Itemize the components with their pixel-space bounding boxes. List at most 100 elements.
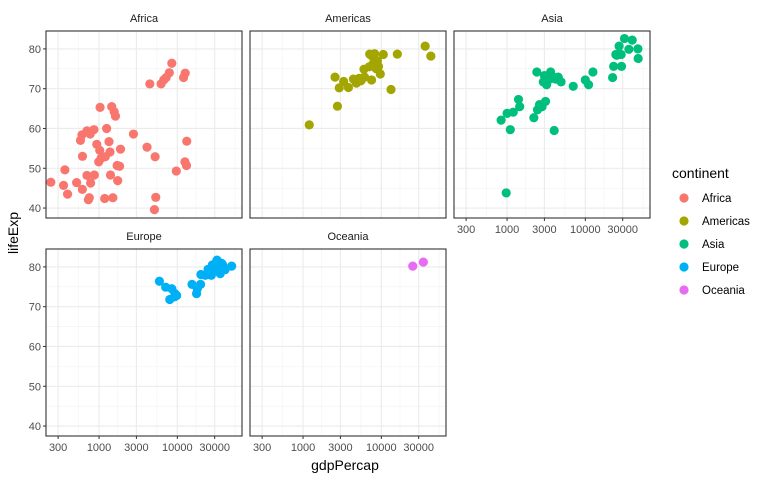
- data-point-africa: [83, 195, 93, 205]
- data-point-asia: [556, 77, 566, 87]
- data-point-africa: [150, 152, 160, 162]
- panel-border: [453, 30, 651, 219]
- panel-border: [45, 30, 243, 219]
- x-tick-label: 300: [253, 442, 271, 454]
- y-axis-title: lifeExp: [5, 212, 21, 254]
- data-point-asia: [633, 44, 643, 54]
- legend-label: Europe: [702, 262, 739, 274]
- panel-oceania: Oceania: [249, 231, 447, 437]
- legend-item-africa: Africa: [679, 193, 732, 205]
- x-tick-label: 10000: [366, 442, 397, 454]
- panel-border: [249, 30, 447, 219]
- x-tick-label: 300: [49, 442, 67, 454]
- y-tick-label: 40: [29, 421, 41, 433]
- legend-label: Oceania: [702, 285, 745, 297]
- data-point-americas: [332, 101, 343, 111]
- data-point-asia: [616, 61, 627, 72]
- data-point-americas: [372, 56, 382, 66]
- x-tick-label: 30000: [607, 224, 638, 236]
- x-tick-label: 10000: [162, 442, 193, 454]
- x-tick-label: 3000: [532, 224, 556, 236]
- data-point-americas: [386, 84, 396, 95]
- data-point-europe: [211, 258, 221, 268]
- panel-asia: Asia: [453, 13, 651, 219]
- data-point-americas: [339, 76, 349, 87]
- y-tick-label: 60: [29, 341, 41, 353]
- data-point-europe: [195, 279, 206, 290]
- data-point-asia: [496, 115, 506, 125]
- legend-item-asia: Asia: [679, 239, 725, 251]
- legend-swatch: [679, 262, 689, 272]
- y-tick-label: 50: [29, 163, 41, 175]
- data-point-asia: [616, 49, 626, 60]
- data-point-africa: [115, 144, 126, 154]
- x-tick-label: 3000: [124, 442, 148, 454]
- panels-layer: Africa Americas Asia Europe Oceania: [45, 13, 651, 437]
- panel-background: [250, 31, 446, 218]
- y-tick-label: 50: [29, 381, 41, 393]
- data-point-asia: [633, 53, 643, 64]
- facet-label-africa: Africa: [130, 13, 159, 25]
- x-tick-label: 1000: [291, 442, 315, 454]
- data-point-europe: [191, 288, 202, 299]
- data-point-americas: [366, 75, 377, 85]
- legend-item-europe: Europe: [679, 262, 739, 274]
- data-point-africa: [145, 79, 155, 89]
- panel-border: [249, 248, 447, 437]
- data-point-europe: [196, 269, 206, 280]
- data-point-americas: [392, 49, 402, 59]
- x-tick-label: 1000: [495, 224, 519, 236]
- data-point-americas: [375, 69, 385, 79]
- data-point-americas: [330, 72, 340, 82]
- data-point-americas: [304, 120, 314, 130]
- data-point-africa: [182, 136, 192, 146]
- facet-label-asia: Asia: [541, 13, 563, 25]
- panel-border: [45, 248, 243, 437]
- legend-swatch: [679, 285, 689, 295]
- data-point-asia: [619, 33, 630, 44]
- data-point-asia: [515, 101, 525, 112]
- data-point-asia: [501, 188, 511, 198]
- data-point-africa: [109, 107, 119, 117]
- data-point-oceania: [418, 257, 428, 267]
- legend: continent Africa Americas Asia Europe Oceani…: [672, 165, 750, 297]
- legend-label: Africa: [702, 193, 732, 205]
- data-point-asia: [505, 125, 515, 135]
- data-point-asia: [588, 67, 598, 77]
- data-point-asia: [532, 67, 542, 77]
- panel-background: [250, 249, 446, 436]
- data-point-oceania: [408, 261, 418, 271]
- data-point-africa: [142, 142, 152, 152]
- data-point-africa: [60, 165, 70, 175]
- panel-americas: Americas: [249, 13, 447, 219]
- legend-label: Americas: [702, 216, 750, 228]
- y-tick-label: 70: [29, 84, 41, 96]
- data-point-americas: [378, 49, 388, 60]
- data-point-africa: [180, 68, 190, 78]
- data-point-asia: [549, 125, 559, 136]
- x-tick-label: 30000: [199, 442, 230, 454]
- legend-label: Asia: [702, 239, 725, 251]
- facet-label-oceania: Oceania: [328, 231, 370, 243]
- data-point-africa: [102, 123, 112, 134]
- data-point-africa: [89, 125, 99, 135]
- data-point-asia: [614, 41, 624, 51]
- data-point-africa: [89, 170, 99, 180]
- facet-label-europe: Europe: [126, 231, 161, 243]
- axes-layer: 40 50 60 70 80 300 1000 3000 10000 30000 40 50 60 70 8…: [29, 44, 638, 454]
- y-tick-label: 80: [29, 44, 41, 56]
- data-point-africa: [113, 176, 123, 186]
- data-point-africa: [171, 166, 181, 176]
- data-point-asia: [546, 67, 556, 77]
- panel-background: [46, 31, 242, 218]
- x-tick-label: 300: [457, 224, 475, 236]
- data-point-americas: [426, 51, 436, 61]
- data-point-africa: [95, 145, 105, 155]
- data-point-africa: [104, 137, 114, 147]
- data-point-africa: [77, 184, 87, 194]
- x-tick-label: 30000: [403, 442, 434, 454]
- legend-title: continent: [672, 165, 729, 181]
- legend-item-americas: Americas: [679, 216, 750, 228]
- data-point-africa: [151, 192, 161, 202]
